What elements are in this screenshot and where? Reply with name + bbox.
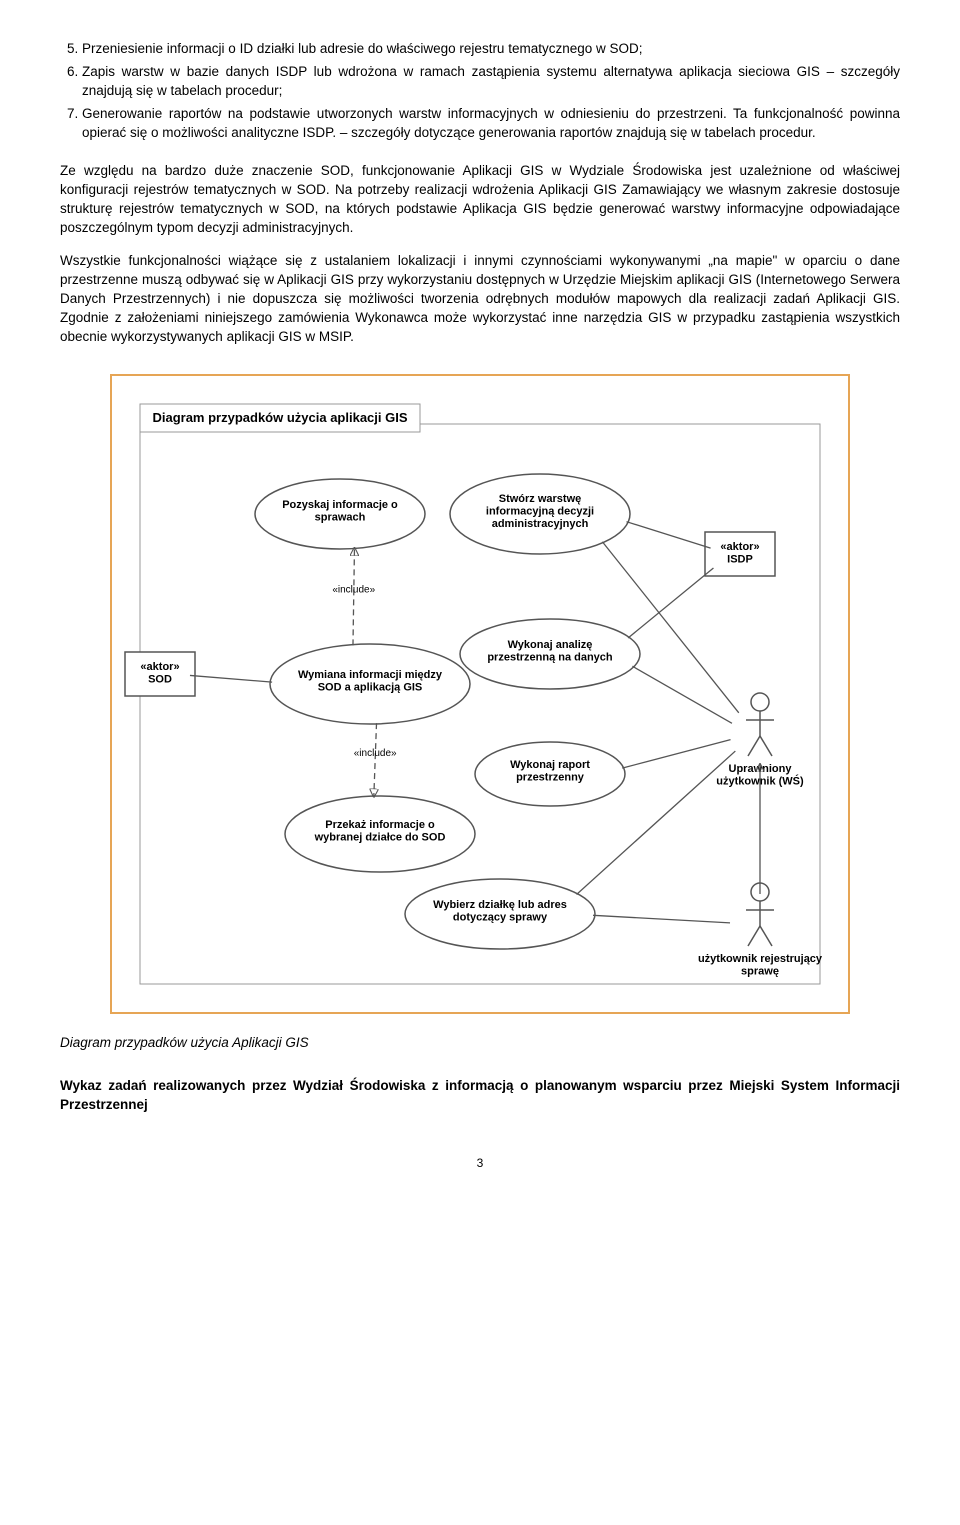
list-item: Przeniesienie informacji o ID działki lu… [82,40,900,59]
list-item: Generowanie raportów na podstawie utworz… [82,105,900,143]
svg-text:Wymiana informacji międzySOD a: Wymiana informacji międzySOD a aplikacją… [298,669,443,694]
usecase-diagram: Diagram przypadków użycia aplikacji GIS «… [110,374,850,1014]
svg-text:Przekaż informacje owybranej d: Przekaż informacje owybranej działce do … [314,819,446,844]
svg-text:«include»: «include» [332,585,375,596]
page-number: 3 [60,1155,900,1172]
list-item: Zapis warstw w bazie danych ISDP lub wdr… [82,63,900,101]
svg-text:«include»: «include» [354,748,397,759]
svg-text:Wybierz działkę lub adresdotyc: Wybierz działkę lub adresdotyczący spraw… [433,899,567,924]
diagram-caption: Diagram przypadków użycia Aplikacji GIS [60,1034,900,1053]
numbered-list: Przeniesienie informacji o ID działki lu… [60,40,900,142]
paragraph-2: Wszystkie funkcjonalności wiążące się z … [60,252,900,346]
svg-text:Diagram przypadków użycia apli: Diagram przypadków użycia aplikacji GIS [152,410,407,425]
paragraph-1: Ze względu na bardzo duże znaczenie SOD,… [60,162,900,238]
section-heading: Wykaz zadań realizowanych przez Wydział … [60,1077,900,1115]
svg-text:Wykonaj raportprzestrzenny: Wykonaj raportprzestrzenny [510,759,590,784]
svg-text:Stwórz warstwęinformacyjną dec: Stwórz warstwęinformacyjną decyzjiadmini… [486,493,594,530]
